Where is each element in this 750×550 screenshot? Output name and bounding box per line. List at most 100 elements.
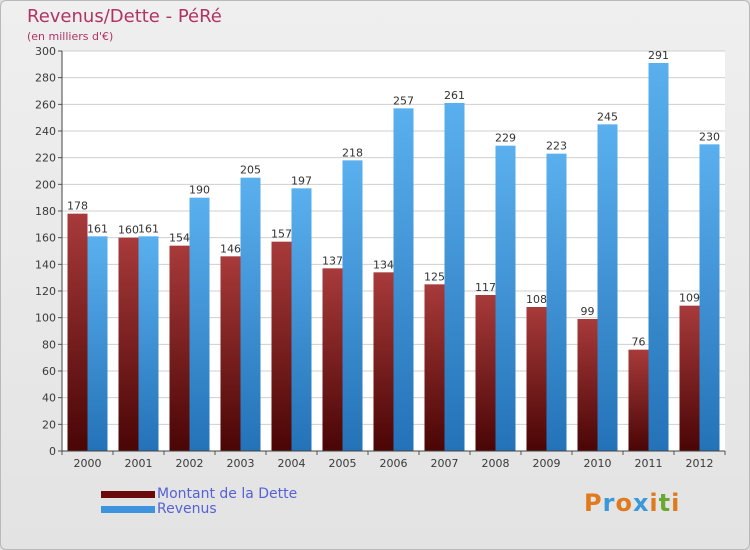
value-label-revenus: 245 — [597, 110, 618, 123]
x-tick-label: 2002 — [176, 457, 204, 470]
logo-letter: x — [632, 489, 650, 517]
x-tick-label: 2009 — [533, 457, 561, 470]
value-label-revenus: 161 — [87, 222, 108, 235]
bar-revenus — [138, 236, 159, 451]
y-tick-label: 300 — [35, 45, 56, 58]
value-label-dette: 108 — [526, 293, 547, 306]
y-tick-label: 80 — [42, 338, 56, 351]
x-tick-label: 2012 — [686, 457, 714, 470]
bar-dette — [475, 295, 496, 451]
logo-letter: o — [615, 489, 633, 517]
chart-title: Revenus/Dette - PéRé — [27, 6, 222, 27]
legend-swatch-dette — [101, 491, 155, 498]
logo-letter: i — [671, 489, 681, 517]
bar-dette — [628, 349, 649, 451]
value-label-revenus: 291 — [648, 49, 669, 62]
bar-revenus — [342, 160, 363, 452]
value-label-revenus: 257 — [393, 94, 414, 107]
bar-dette — [67, 213, 88, 451]
value-label-dette: 157 — [271, 228, 292, 241]
bar-dette — [424, 284, 445, 451]
x-tick-label: 2007 — [431, 457, 459, 470]
y-tick-label: 120 — [35, 285, 56, 298]
y-tick-label: 0 — [49, 445, 56, 458]
bar-revenus — [648, 63, 669, 451]
y-tick-label: 100 — [35, 312, 56, 325]
legend-label-dette: Montant de la Dette — [157, 486, 298, 502]
y-tick-label: 20 — [42, 418, 56, 431]
bar-dette — [679, 305, 700, 451]
value-label-dette: 137 — [322, 254, 343, 267]
logo-letter: i — [649, 489, 659, 517]
y-tick-label: 280 — [35, 72, 56, 85]
bar-dette — [118, 237, 139, 451]
bar-revenus — [393, 108, 414, 451]
bar-revenus — [189, 197, 210, 451]
x-tick-label: 2004 — [278, 457, 306, 470]
value-label-revenus: 190 — [189, 184, 210, 197]
x-tick-label: 2000 — [74, 457, 102, 470]
bar-revenus — [495, 145, 516, 451]
value-label-dette: 146 — [220, 242, 241, 255]
y-tick-label: 260 — [35, 98, 56, 111]
legend: Montant de la Dette Revenus — [101, 487, 297, 517]
logo-letter: t — [658, 489, 672, 517]
value-label-revenus: 197 — [291, 174, 312, 187]
y-tick-label: 220 — [35, 152, 56, 165]
bar-revenus — [699, 144, 720, 452]
value-label-dette: 76 — [632, 336, 646, 349]
y-tick-label: 40 — [42, 392, 56, 405]
value-label-dette: 154 — [169, 232, 190, 245]
legend-item-dette: Montant de la Dette — [101, 487, 297, 502]
y-tick-label: 60 — [42, 365, 56, 378]
value-label-dette: 99 — [581, 305, 595, 318]
value-label-dette: 125 — [424, 270, 445, 283]
bar-revenus — [87, 236, 108, 451]
value-label-revenus: 229 — [495, 132, 516, 145]
value-label-revenus: 261 — [444, 89, 465, 102]
x-tick-label: 2011 — [635, 457, 663, 470]
legend-label-revenus: Revenus — [157, 501, 217, 517]
value-label-revenus: 218 — [342, 146, 363, 159]
y-tick-label: 160 — [35, 232, 56, 245]
value-label-dette: 134 — [373, 258, 394, 271]
y-tick-label: 180 — [35, 205, 56, 218]
x-tick-label: 2008 — [482, 457, 510, 470]
value-label-dette: 178 — [67, 200, 88, 213]
x-tick-label: 2003 — [227, 457, 255, 470]
bar-revenus — [546, 153, 567, 451]
value-label-revenus: 205 — [240, 164, 261, 177]
legend-item-revenus: Revenus — [101, 502, 297, 517]
bar-dette — [526, 307, 547, 451]
logo-letter: P — [584, 489, 603, 517]
value-label-dette: 117 — [475, 281, 496, 294]
x-tick-label: 2006 — [380, 457, 408, 470]
x-tick-label: 2005 — [329, 457, 357, 470]
value-label-revenus: 223 — [546, 140, 567, 153]
chart-subtitle: (en milliers d'€) — [27, 30, 114, 43]
bar-revenus — [444, 103, 465, 451]
value-label-dette: 109 — [679, 292, 700, 305]
bar-revenus — [291, 188, 312, 452]
value-label-revenus: 230 — [699, 130, 720, 143]
x-tick-label: 2001 — [125, 457, 153, 470]
bar-dette — [169, 245, 190, 451]
value-label-dette: 160 — [118, 224, 139, 237]
logo-letter: r — [602, 489, 616, 517]
y-tick-label: 240 — [35, 125, 56, 138]
bar-dette — [322, 268, 343, 451]
bar-revenus — [597, 124, 618, 451]
bar-dette — [577, 319, 598, 451]
x-tick-label: 2010 — [584, 457, 612, 470]
legend-swatch-revenus — [101, 506, 155, 513]
y-tick-label: 200 — [35, 178, 56, 191]
bar-dette — [373, 272, 394, 451]
bar-dette — [220, 256, 241, 451]
bar-dette — [271, 241, 292, 451]
proxiti-logo: Proxiti — [584, 489, 680, 517]
y-tick-label: 140 — [35, 258, 56, 271]
bar-revenus — [240, 177, 261, 451]
value-label-revenus: 161 — [138, 222, 159, 235]
